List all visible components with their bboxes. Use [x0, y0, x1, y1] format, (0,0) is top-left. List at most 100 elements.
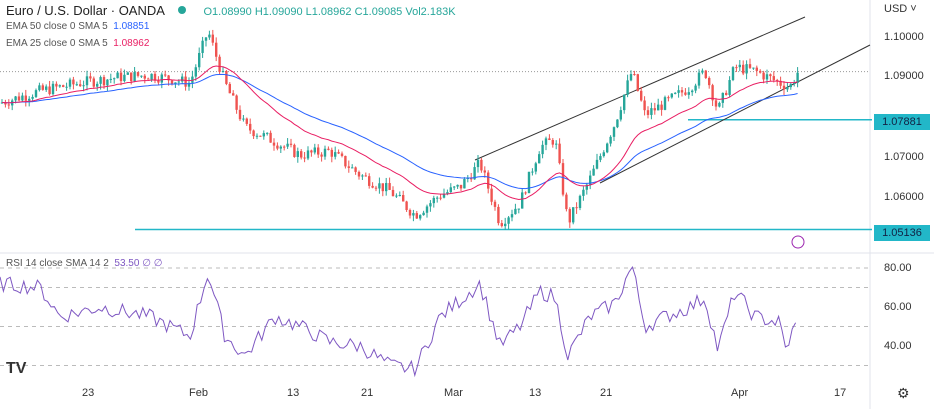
candle: [255, 135, 259, 137]
candle: [772, 76, 775, 80]
candle: [327, 148, 330, 150]
candle: [374, 187, 378, 189]
x-tick: 13: [529, 387, 542, 399]
candle: [140, 75, 143, 77]
candle: [759, 70, 762, 73]
candle: [351, 167, 354, 169]
rsi-tick: 80.00: [884, 262, 912, 274]
candle: [126, 72, 129, 75]
candle: [364, 175, 367, 177]
ema50-value: 1.08851: [113, 21, 150, 32]
level-tag: 1.05136: [874, 225, 930, 241]
candle: [102, 77, 106, 86]
candle: [510, 214, 514, 218]
candle: [711, 85, 714, 101]
candle: [782, 85, 786, 90]
candle: [684, 92, 687, 95]
candle: [357, 171, 361, 177]
candle: [14, 96, 17, 101]
symbol-title: Euro / U.S. Dollar · OANDA: [6, 3, 165, 18]
candle: [136, 72, 140, 76]
candle: [738, 64, 741, 68]
candle: [368, 176, 371, 186]
candle: [561, 163, 565, 195]
candle: [538, 154, 541, 164]
candle: [786, 87, 789, 90]
candle: [745, 64, 748, 74]
candle: [422, 212, 425, 216]
level-tag: 1.07881: [874, 114, 930, 130]
candle: [371, 185, 374, 188]
candle: [541, 144, 544, 155]
candle: [320, 154, 323, 157]
candle: [170, 80, 174, 85]
candle: [79, 84, 82, 87]
candle: [99, 77, 102, 84]
currency-label: USD: [884, 3, 908, 15]
candle: [789, 83, 792, 88]
candle: [232, 93, 235, 96]
currency-selector[interactable]: USD ˅: [884, 3, 917, 15]
legend-header: Euro / U.S. Dollar · OANDA O1.08990 H1.0…: [6, 3, 456, 18]
rsi-line: [0, 266, 797, 378]
candle: [75, 84, 78, 86]
settings-gear-icon[interactable]: ⚙: [897, 385, 910, 401]
candle: [293, 144, 296, 157]
candle: [405, 201, 408, 210]
x-tick: Apr: [731, 387, 749, 399]
candle: [585, 184, 588, 190]
candle: [609, 136, 612, 144]
candle: [504, 223, 507, 227]
candle: [391, 189, 395, 197]
ohlc-values: O1.08990 H1.09090 L1.08962 C1.09085 Vol2…: [203, 6, 455, 18]
candle: [262, 133, 265, 137]
candle: [279, 146, 282, 149]
candle: [456, 184, 459, 187]
candle: [354, 167, 357, 172]
candle: [167, 75, 170, 81]
ema25-legend[interactable]: EMA 25 close 0 SMA 5 1.08962: [6, 38, 149, 49]
candle: [283, 146, 286, 148]
candle: [612, 127, 616, 137]
candle: [667, 97, 670, 99]
candle: [164, 74, 167, 76]
candle: [473, 167, 476, 180]
candle: [527, 171, 531, 194]
candle: [259, 135, 262, 137]
candle: [92, 78, 95, 87]
candle: [68, 79, 72, 87]
event-flag-icon: [791, 235, 805, 249]
candle: [718, 102, 721, 107]
channel-upper-line: [474, 16, 806, 161]
candle: [85, 76, 89, 86]
candle: [602, 152, 605, 157]
candle: [517, 208, 520, 210]
candle: [113, 78, 116, 80]
candle: [157, 80, 160, 83]
candle: [449, 187, 452, 193]
candle: [728, 80, 731, 95]
candle: [31, 96, 34, 99]
candle: [521, 192, 524, 209]
candle: [235, 95, 238, 110]
candle: [109, 78, 112, 80]
candle: [276, 145, 279, 149]
candle: [687, 92, 690, 95]
ema25-value: 1.08962: [113, 38, 150, 49]
candle: [208, 34, 211, 38]
candle: [419, 215, 422, 219]
candle: [62, 85, 65, 87]
candle: [402, 195, 405, 202]
candle: [143, 75, 146, 79]
candle: [779, 80, 782, 86]
candle: [361, 175, 364, 177]
candle: [201, 40, 204, 53]
ema50-legend[interactable]: EMA 50 close 0 SMA 5 1.08851: [6, 21, 149, 32]
candle: [483, 170, 486, 173]
candle: [398, 195, 401, 197]
candle: [663, 97, 667, 110]
rsi-legend[interactable]: RSI 14 close SMA 14 2 53.50 ∅ ∅: [6, 258, 162, 269]
candle: [55, 83, 58, 87]
